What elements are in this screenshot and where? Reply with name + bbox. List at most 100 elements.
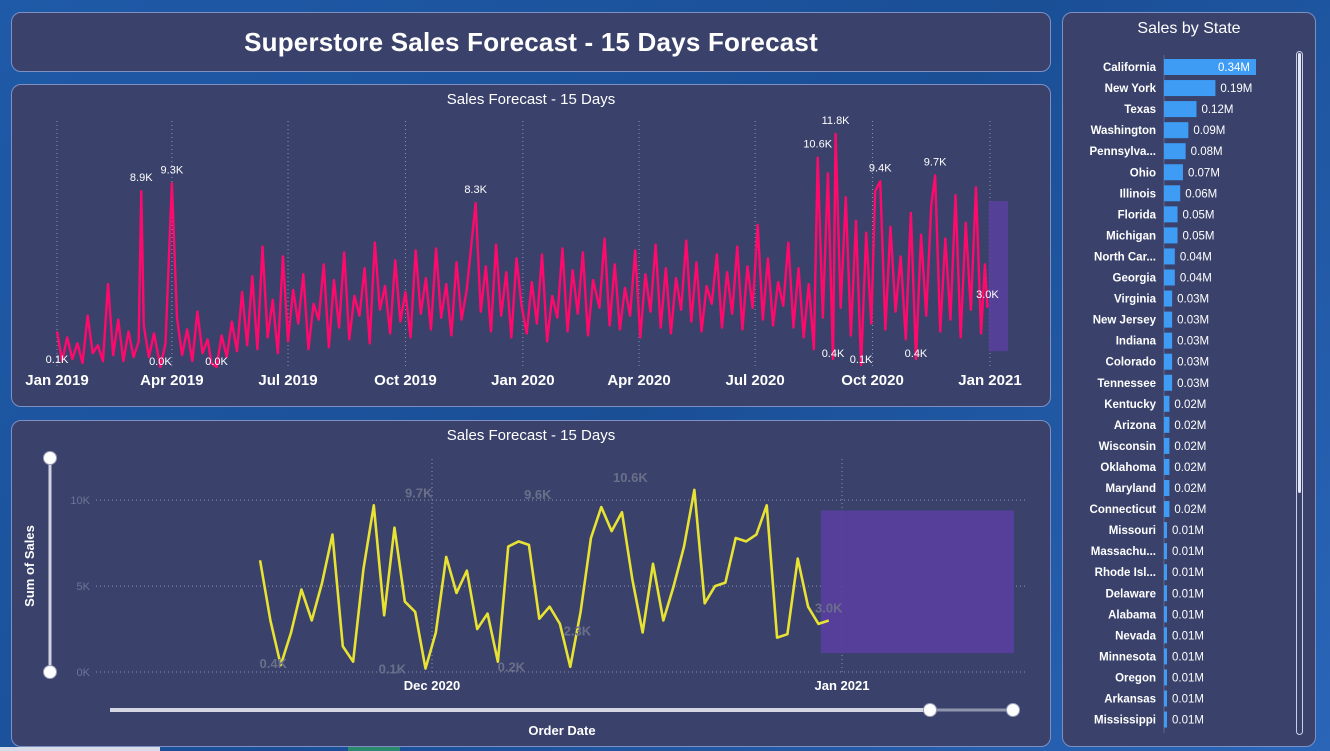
state-bar[interactable] [1164, 291, 1172, 307]
top-x-tick-label: Jan 2021 [958, 372, 1021, 389]
state-bar[interactable] [1164, 669, 1167, 685]
state-bar[interactable] [1164, 206, 1178, 222]
state-label: New Jersey [1093, 315, 1157, 327]
top-x-tick-label: Jan 2019 [25, 372, 88, 389]
bottom-forecast-chart[interactable]: Dec 2020 Jan 2021 0K 5K 10K 0.4K 9.7K 0.1K 0.2K 9… [12, 421, 1050, 746]
state-value-label: 0.03M [1177, 378, 1209, 390]
state-bar[interactable] [1164, 438, 1169, 454]
state-value-label: 0.04M [1180, 251, 1212, 263]
state-bar[interactable] [1164, 417, 1169, 433]
state-bar[interactable] [1164, 459, 1169, 475]
state-bar[interactable] [1164, 648, 1167, 664]
state-chart-title: Sales by State [1063, 20, 1315, 38]
state-label: Florida [1118, 209, 1157, 221]
state-value-label: 0.01M [1172, 567, 1204, 579]
bottom-sales-line [260, 490, 829, 669]
state-label: North Car... [1094, 251, 1156, 263]
state-value-label: 0.07M [1188, 167, 1220, 179]
state-bar[interactable] [1164, 185, 1180, 201]
state-bar[interactable] [1164, 543, 1167, 559]
state-bar[interactable] [1164, 248, 1175, 264]
state-value-label: 0.01M [1172, 694, 1204, 706]
page-tab-strip [0, 747, 160, 751]
top-data-label: 0.0K [149, 356, 172, 368]
state-bar[interactable] [1164, 375, 1172, 391]
state-bar[interactable] [1164, 122, 1188, 138]
state-bar[interactable] [1164, 312, 1172, 328]
state-value-label: 0.09M [1193, 125, 1225, 137]
state-bar[interactable] [1164, 606, 1167, 622]
state-value-label: 0.02M [1174, 441, 1206, 453]
bottom-forecast-panel[interactable]: Sales Forecast - 15 Days Dec 2020 Jan 202… [11, 420, 1051, 747]
state-bar[interactable] [1164, 164, 1183, 180]
state-bar[interactable] [1164, 227, 1178, 243]
title-panel: Superstore Sales Forecast - 15 Days Fore… [11, 12, 1051, 72]
state-label: Virginia [1114, 294, 1157, 306]
state-value-label: 0.34M [1218, 62, 1250, 74]
top-data-label: 11.8K [822, 115, 851, 127]
bottom-y-axis-label: Sum of Sales [22, 525, 37, 607]
state-bar[interactable] [1164, 691, 1167, 707]
state-label: Oklahoma [1100, 462, 1156, 474]
state-bar[interactable] [1164, 501, 1169, 517]
sales-by-state-chart[interactable]: California 0.34M New York 0.19M Texas 0.12M Wa… [1063, 53, 1293, 743]
state-bar[interactable] [1164, 627, 1167, 643]
top-data-label: 0.4K [822, 348, 845, 360]
state-value-label: 0.01M [1172, 609, 1204, 621]
state-label: Oregon [1115, 672, 1156, 684]
state-label: Tennessee [1097, 378, 1156, 390]
state-value-label: 0.02M [1174, 483, 1206, 495]
state-value-label: 0.02M [1174, 462, 1206, 474]
state-bar[interactable] [1164, 101, 1196, 117]
state-bar[interactable] [1164, 354, 1172, 370]
bottom-y-tick-label: 10K [70, 495, 90, 507]
state-bar[interactable] [1164, 333, 1172, 349]
bottom-data-label: 0.2K [498, 660, 526, 675]
state-label: Wisconsin [1099, 441, 1156, 453]
top-forecast-band [989, 201, 1008, 351]
top-data-label: 0.0K [205, 356, 228, 368]
state-scrollbar-thumb[interactable] [1298, 53, 1301, 493]
state-bar[interactable] [1164, 80, 1215, 96]
top-x-tick-label: Oct 2019 [374, 372, 437, 389]
state-value-label: 0.01M [1172, 588, 1204, 600]
state-bar[interactable] [1164, 564, 1167, 580]
sales-by-state-panel[interactable]: Sales by State California 0.34M New York 0.… [1062, 12, 1316, 747]
vertical-zoom-handle[interactable] [44, 666, 57, 679]
state-bar[interactable] [1164, 480, 1169, 496]
state-bar[interactable] [1164, 522, 1167, 538]
horizontal-zoom-handle[interactable] [1007, 704, 1020, 717]
state-value-label: 0.04M [1180, 273, 1212, 285]
state-label: Colorado [1106, 357, 1156, 369]
bottom-data-label: 2.3K [564, 623, 592, 638]
state-value-label: 0.03M [1177, 357, 1209, 369]
state-bar[interactable] [1164, 270, 1175, 286]
state-value-label: 0.02M [1174, 399, 1206, 411]
top-forecast-chart[interactable]: Jan 2019 Apr 2019 Jul 2019 Oct 2019 Jan 2020… [12, 85, 1050, 406]
state-bar[interactable] [1164, 143, 1186, 159]
bottom-x-axis-label: Order Date [528, 723, 595, 738]
top-data-label: 8.3K [464, 184, 487, 196]
bottom-data-label: 9.6K [524, 487, 552, 502]
state-label: Connecticut [1090, 504, 1157, 516]
state-label: Michigan [1106, 230, 1156, 242]
state-label: Georgia [1113, 273, 1157, 285]
top-data-label: 9.4K [869, 162, 892, 174]
vertical-zoom-handle[interactable] [44, 452, 57, 465]
state-value-label: 0.05M [1183, 209, 1215, 221]
bottom-forecast-band [821, 510, 1014, 653]
top-forecast-panel[interactable]: Sales Forecast - 15 Days Jan 2019 Apr 201… [11, 84, 1051, 407]
top-x-tick-label: Jul 2019 [258, 372, 317, 389]
state-bar[interactable] [1164, 396, 1169, 412]
state-value-label: 0.01M [1172, 546, 1204, 558]
state-value-label: 0.01M [1172, 525, 1204, 537]
horizontal-zoom-handle[interactable] [924, 704, 937, 717]
page-tab-active[interactable] [348, 747, 400, 751]
state-bar[interactable] [1164, 712, 1167, 728]
state-label: Mississippi [1094, 715, 1156, 727]
state-bar[interactable] [1164, 585, 1167, 601]
state-value-label: 0.01M [1172, 715, 1204, 727]
state-label: Arizona [1114, 420, 1157, 432]
bottom-x-tick-label: Jan 2021 [815, 678, 870, 693]
state-scrollbar[interactable] [1296, 51, 1303, 735]
